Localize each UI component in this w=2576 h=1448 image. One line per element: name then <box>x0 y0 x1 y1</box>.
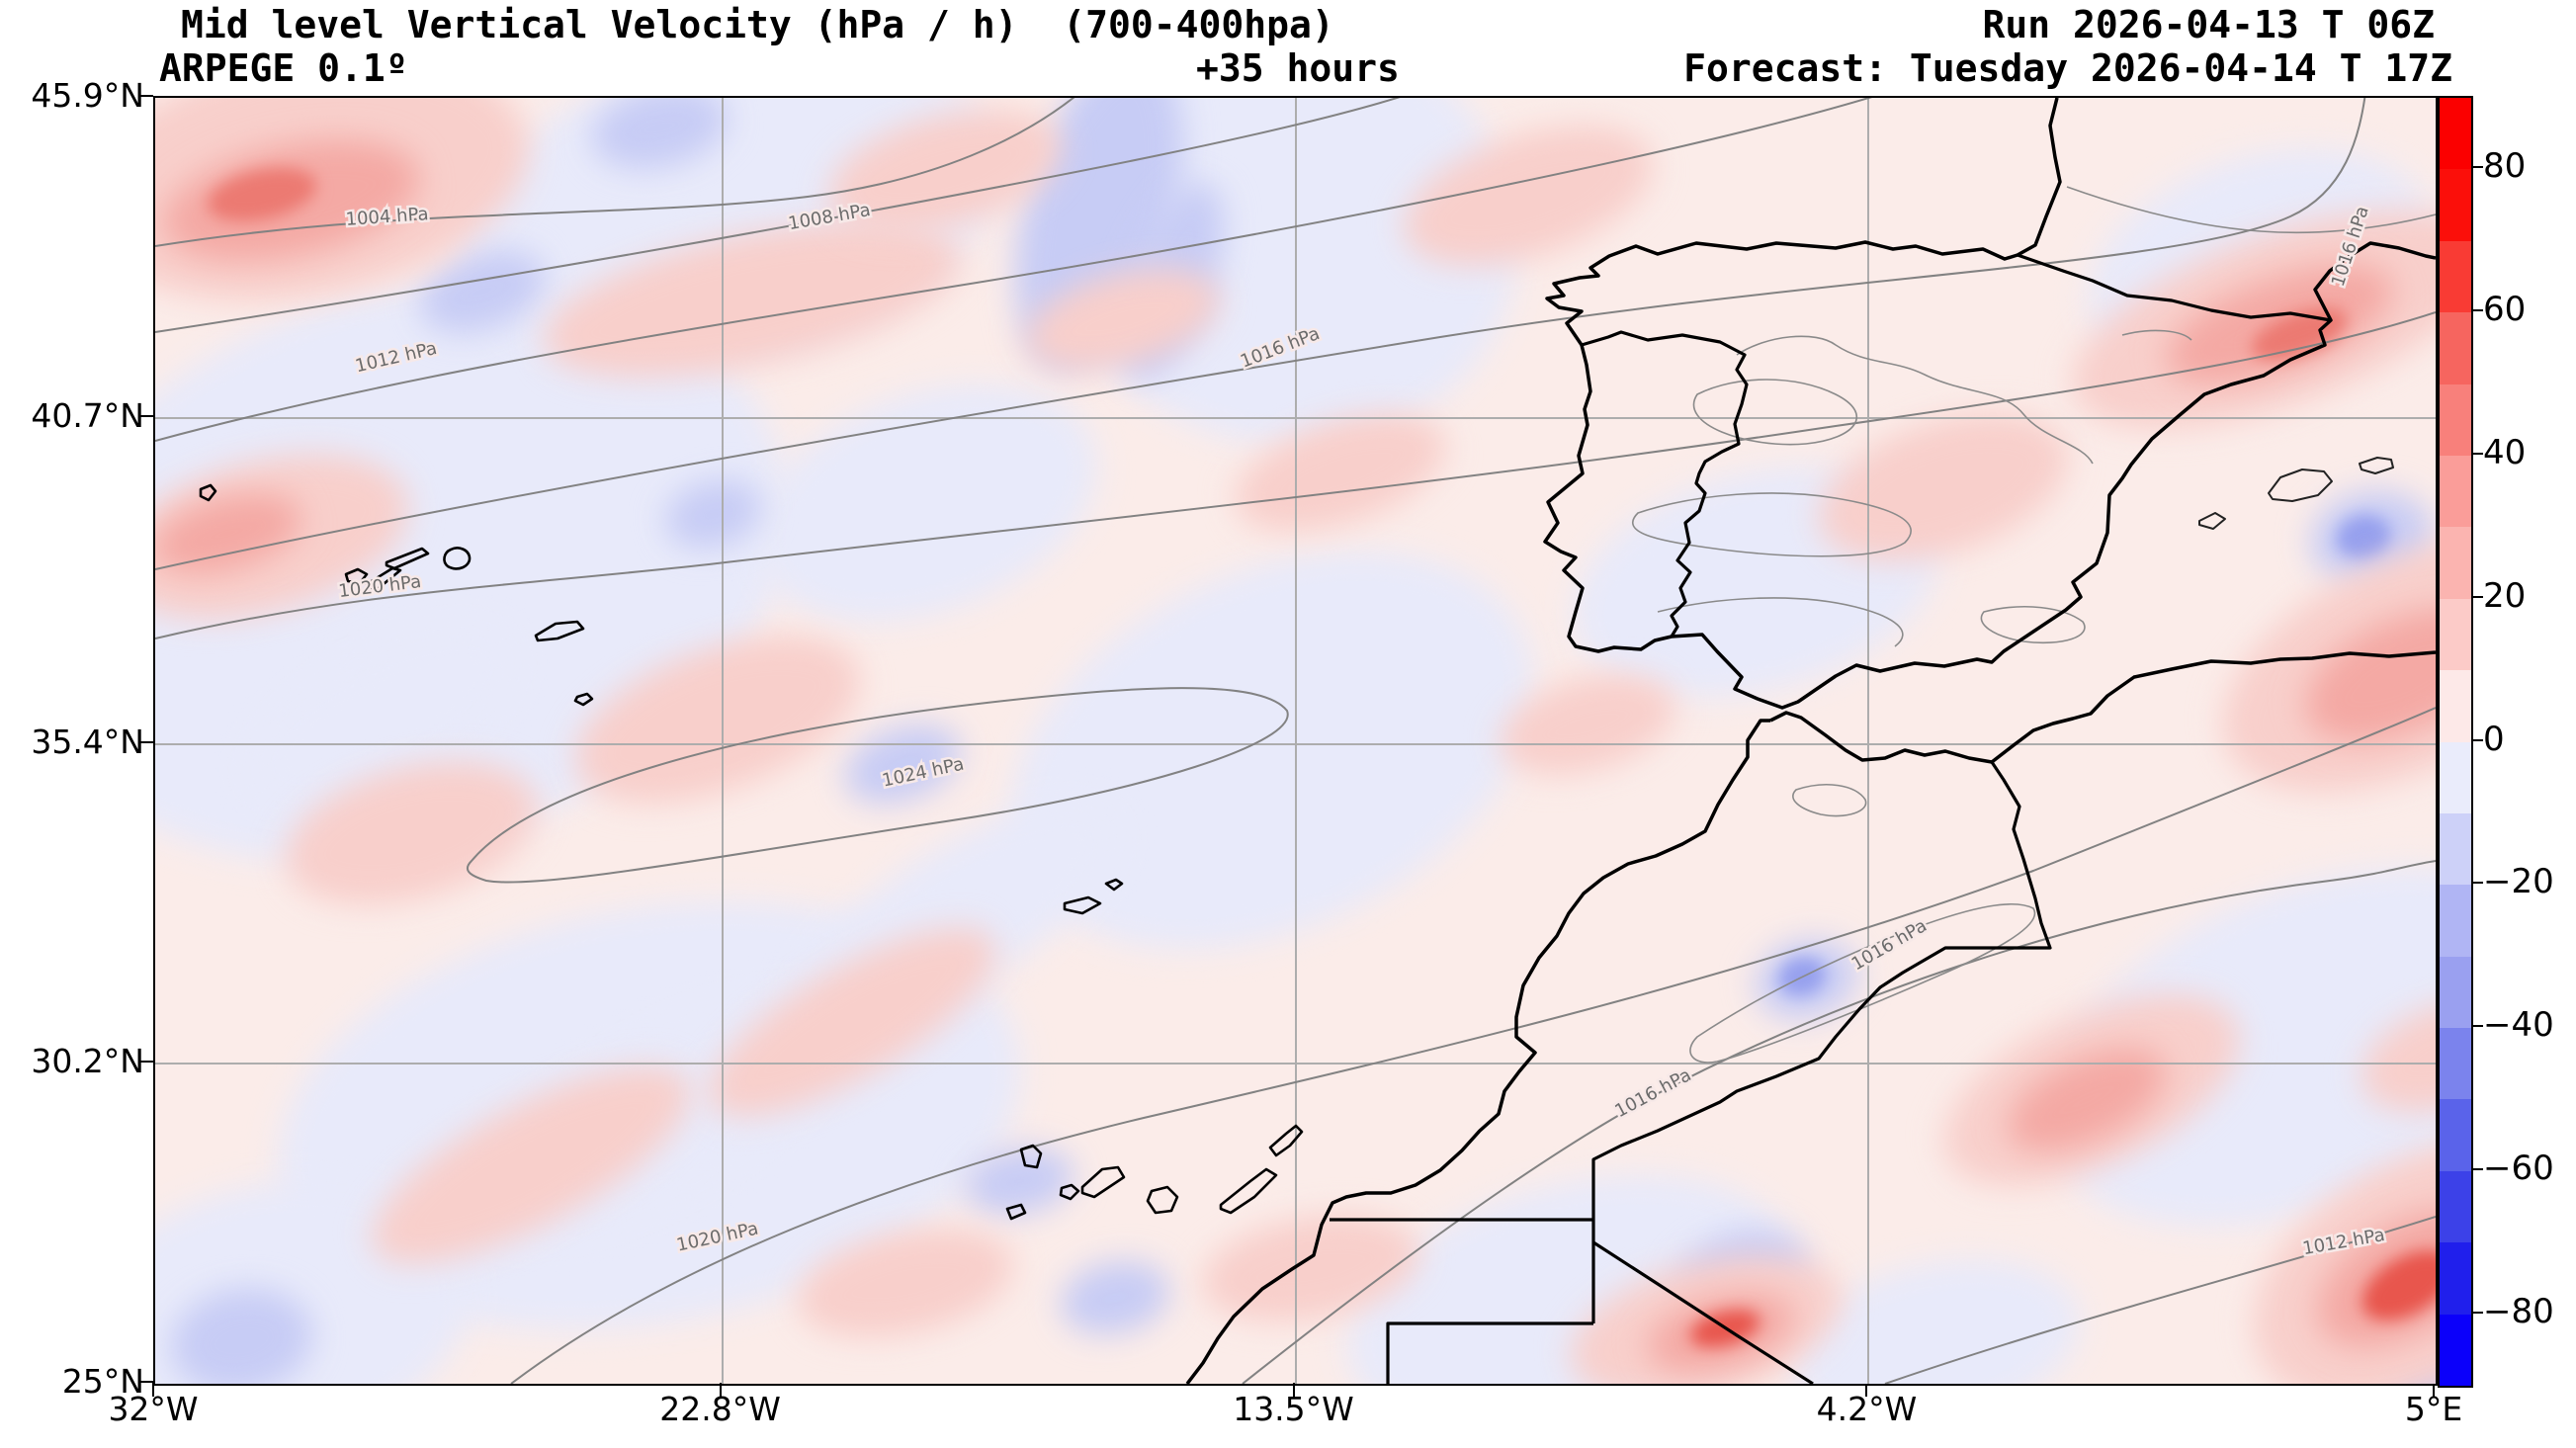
colorbar-tick-label: 80 <box>2483 146 2527 187</box>
colorbar-segment <box>2440 455 2471 528</box>
colorbar-tick-label: 0 <box>2483 719 2505 759</box>
colorbar-tick-mark <box>2471 1025 2483 1028</box>
colorbar-tick-mark <box>2471 452 2483 455</box>
colorbar-segment <box>2440 741 2471 813</box>
colorbar-segment <box>2440 98 2471 170</box>
y-tick-mark <box>139 1381 153 1383</box>
colorbar-tick-mark <box>2471 1167 2483 1170</box>
colorbar-segment <box>2440 240 2471 313</box>
x-tick-mark <box>1865 1383 1868 1397</box>
x-tick-mark <box>1292 1383 1295 1397</box>
colorbar-tick-label: −20 <box>2483 862 2554 902</box>
country-borders <box>1330 253 2332 1384</box>
x-tick-mark <box>2433 1383 2435 1397</box>
model-label: ARPEGE 0.1º <box>159 46 408 90</box>
colorbar-segment <box>2440 527 2471 599</box>
y-tick-label: 40.7°N <box>31 395 144 435</box>
colorbar-tick-mark <box>2471 738 2483 741</box>
isobar-label: 1016 hPa <box>1848 915 1931 975</box>
run-label: Run 2026-04-13 T 06Z <box>1982 3 2435 46</box>
isobar-label: 1008 hPa <box>787 200 872 234</box>
y-tick-mark <box>139 1061 153 1064</box>
balearic-islands <box>2198 457 2394 530</box>
colorbar-segment <box>2440 1170 2471 1243</box>
colorbar-segment <box>2440 956 2471 1029</box>
map-vector-layer: 1004 hPa 1008 hPa 1012 hPa 1016 hPa 1016 hPa… <box>155 98 2436 1384</box>
colorbar-segment <box>2440 1314 2471 1387</box>
colorbar-tick-label: 20 <box>2483 575 2527 616</box>
isobar-label: 1004 hPa <box>345 204 429 230</box>
isobar-label: 1016 hPa <box>1611 1065 1694 1122</box>
grid-line-vertical <box>1294 98 1297 1384</box>
forecast-label: Forecast: Tuesday 2026-04-14 T 17Z <box>1683 46 2452 90</box>
coastline <box>1185 98 2436 1384</box>
colorbar-tick-mark <box>2471 882 2483 885</box>
isobar-labels: 1004 hPa 1008 hPa 1012 hPa 1016 hPa 1016 hPa… <box>335 197 2389 1261</box>
orography-contours <box>1631 186 2436 1064</box>
colorbar-segment <box>2440 169 2471 241</box>
colorbar-tick-label: 40 <box>2483 432 2527 472</box>
colorbar-segment <box>2440 1028 2471 1100</box>
y-tick-label: 30.2°N <box>31 1042 144 1081</box>
y-tick-label: 45.9°N <box>31 76 144 115</box>
colorbar-segment <box>2440 812 2471 886</box>
colorbar-segment <box>2440 1242 2471 1315</box>
isobar-contours <box>155 98 2436 1384</box>
y-tick-mark <box>139 414 153 417</box>
y-tick-label: 25°N <box>61 1362 144 1401</box>
colorbar-tick-label: −40 <box>2483 1005 2554 1046</box>
grid-line-vertical <box>1867 98 1870 1384</box>
y-tick-label: 35.4°N <box>31 722 144 761</box>
isobar-label: 1024 hPa <box>881 754 967 792</box>
colorbar-tick-label: −80 <box>2483 1291 2554 1331</box>
x-tick-mark <box>719 1383 722 1397</box>
colorbar-segment <box>2440 598 2471 671</box>
y-tick-mark <box>139 95 153 97</box>
grid-line-vertical <box>721 98 724 1384</box>
colorbar-tick-label: −60 <box>2483 1148 2554 1188</box>
colorbar-segment <box>2440 670 2471 742</box>
y-tick-mark <box>139 740 153 743</box>
isobar-label: 1012 hPa <box>2301 1225 2386 1259</box>
colorbar <box>2438 96 2473 1388</box>
colorbar-tick-mark <box>2471 166 2483 169</box>
lead-time-label: +35 hours <box>1196 46 1400 90</box>
colorbar-segment <box>2440 885 2471 957</box>
colorbar-tick-label: 60 <box>2483 290 2527 330</box>
islands <box>199 483 1304 1221</box>
colorbar-tick-mark <box>2471 595 2483 598</box>
isobar-label: 1012 hPa <box>353 338 439 377</box>
colorbar-segment <box>2440 312 2471 384</box>
isobar-label: 1020 hPa <box>337 571 422 602</box>
colorbar-segment <box>2440 1099 2471 1171</box>
isobar-label: 1016 hPa <box>1238 323 1323 373</box>
colorbar-tick-mark <box>2471 309 2483 312</box>
colorbar-tick-mark <box>2471 1311 2483 1314</box>
chart-title: Mid level Vertical Velocity (hPa / h) (7… <box>181 3 1334 46</box>
map-panel: 1004 hPa 1008 hPa 1012 hPa 1016 hPa 1016 hPa… <box>153 96 2438 1386</box>
colorbar-segment <box>2440 383 2471 456</box>
x-tick-mark <box>152 1383 154 1397</box>
isobar-label: 1020 hPa <box>675 1219 761 1256</box>
